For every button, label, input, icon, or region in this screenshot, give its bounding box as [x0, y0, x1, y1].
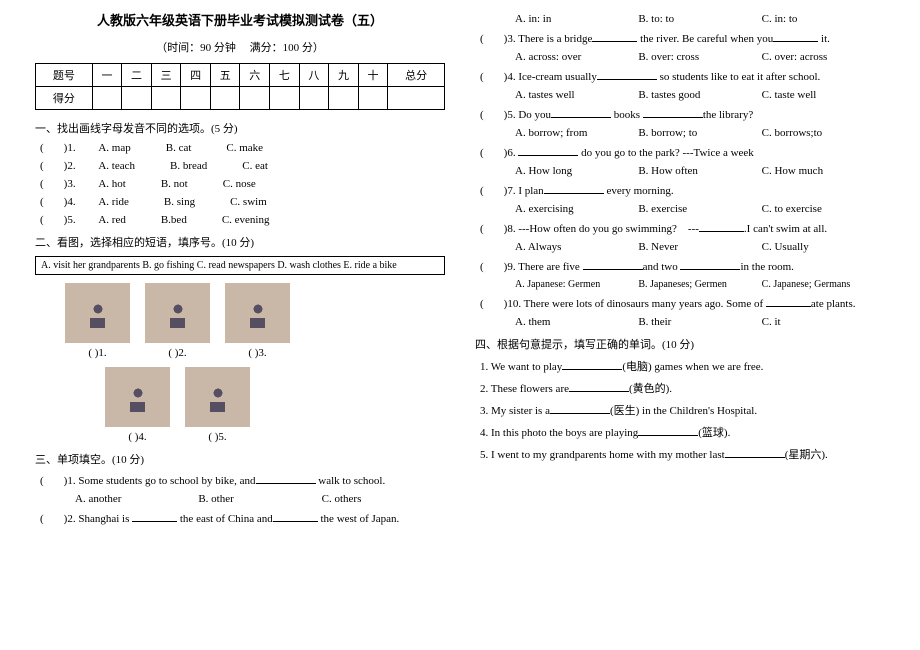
img-label: ( )5.	[185, 431, 250, 443]
choice-line: A. tastes wellB. tastes goodC. taste wel…	[515, 89, 885, 101]
question-line: ()10. There were lots of dinosaurs many …	[475, 296, 885, 310]
question-line: ()1. Some students go to school by bike,…	[35, 473, 445, 487]
choice-line: A. across: overB. over: crossC. over: ac…	[515, 51, 885, 63]
question-line: ()1. A. mapB. catC. make	[35, 142, 445, 154]
cell: 得分	[36, 87, 93, 110]
question-line: ()4. Ice-cream usually so students like …	[475, 69, 885, 83]
fill-line: 3. My sister is a(医生) in the Children's …	[475, 402, 885, 418]
image-row-1	[65, 283, 445, 343]
left-column: 人教版六年级英语下册毕业考试模拟测试卷（五） （时间：90 分钟 满分：100 …	[20, 10, 460, 640]
cell: 四	[181, 64, 211, 87]
section-3-heading: 三、单项填空。(10 分)	[35, 451, 445, 467]
question-line: ()8. ---How often do you go swimming? --…	[475, 221, 885, 235]
fill-line: 5. I went to my grandparents home with m…	[475, 446, 885, 462]
exam-meta: （时间：90 分钟 满分：100 分）	[35, 39, 445, 55]
score-table: 题号 一 二 三 四 五 六 七 八 九 十 总分 得分	[35, 63, 445, 110]
img-label: ( )3.	[225, 347, 290, 359]
choice-line: A. anotherB. otherC. others	[75, 493, 445, 505]
question-line: ()3. A. hotB. notC. nose	[35, 178, 445, 190]
image-labels-1: ( )1. ( )2. ( )3.	[65, 347, 445, 359]
cell: 六	[240, 64, 270, 87]
question-line: ()6. do you go to the park? ---Twice a w…	[475, 145, 885, 159]
question-line: ()3. There is a bridge the river. Be car…	[475, 31, 885, 45]
choice-line: A. exercisingB. exerciseC. to exercise	[515, 203, 885, 215]
image-labels-2: ( )4. ( )5.	[105, 431, 445, 443]
time-label: （时间：90 分钟	[156, 42, 236, 54]
question-line: ()9. There are five and two in the room.	[475, 259, 885, 273]
section-1-heading: 一、找出画线字母发音不同的选项。(5 分)	[35, 120, 445, 136]
fullscore-label: 满分：100 分）	[250, 42, 324, 54]
right-column: A. in: inB. to: toC. in: to ()3. There i…	[460, 10, 900, 640]
cell: 题号	[36, 64, 93, 87]
choice-line: A. AlwaysB. NeverC. Usually	[515, 241, 885, 253]
cell: 十	[358, 64, 388, 87]
fill-line: 1. We want to play(电脑) games when we are…	[475, 358, 885, 374]
image-row-2	[105, 367, 445, 427]
cell: 二	[122, 64, 152, 87]
picture-1	[65, 283, 130, 343]
question-line: ()2. A. teachB. breadC. eat	[35, 160, 445, 172]
picture-3	[225, 283, 290, 343]
picture-5	[185, 367, 250, 427]
choice-line: A. Japanese: GermenB. Japaneses; GermenC…	[515, 279, 885, 290]
question-line: ()7. I plan every morning.	[475, 183, 885, 197]
picture-2	[145, 283, 210, 343]
exam-title: 人教版六年级英语下册毕业考试模拟测试卷（五）	[35, 10, 445, 29]
choice-line: A. in: inB. to: toC. in: to	[515, 13, 885, 25]
choice-line: A. How longB. How oftenC. How much	[515, 165, 885, 177]
cell: 八	[299, 64, 329, 87]
section-2-heading: 二、看图，选择相应的短语，填序号。(10 分)	[35, 234, 445, 250]
fill-line: 4. In this photo the boys are playing(篮球…	[475, 424, 885, 440]
fill-line: 2. These flowers are(黄色的).	[475, 380, 885, 396]
question-line: ()5. A. redB.bedC. evening	[35, 214, 445, 226]
choice-line: A. themB. theirC. it	[515, 316, 885, 328]
question-line: ()5. Do you books the library?	[475, 107, 885, 121]
cell: 一	[92, 64, 122, 87]
table-row: 得分	[36, 87, 445, 110]
section-4-heading: 四、根据句意提示，填写正确的单词。(10 分)	[475, 336, 885, 352]
question-line: ()2. Shanghai is the east of China and t…	[35, 511, 445, 525]
question-line: ()4. A. rideB. singC. swim	[35, 196, 445, 208]
table-row: 题号 一 二 三 四 五 六 七 八 九 十 总分	[36, 64, 445, 87]
cell: 三	[151, 64, 181, 87]
img-label: ( )4.	[105, 431, 170, 443]
cell: 五	[210, 64, 240, 87]
img-label: ( )1.	[65, 347, 130, 359]
cell: 七	[270, 64, 300, 87]
img-label: ( )2.	[145, 347, 210, 359]
choice-line: A. borrow; fromB. borrow; toC. borrows;t…	[515, 127, 885, 139]
phrase-options-box: A. visit her grandparents B. go fishing …	[35, 256, 445, 275]
picture-4	[105, 367, 170, 427]
cell: 总分	[388, 64, 445, 87]
cell: 九	[329, 64, 359, 87]
